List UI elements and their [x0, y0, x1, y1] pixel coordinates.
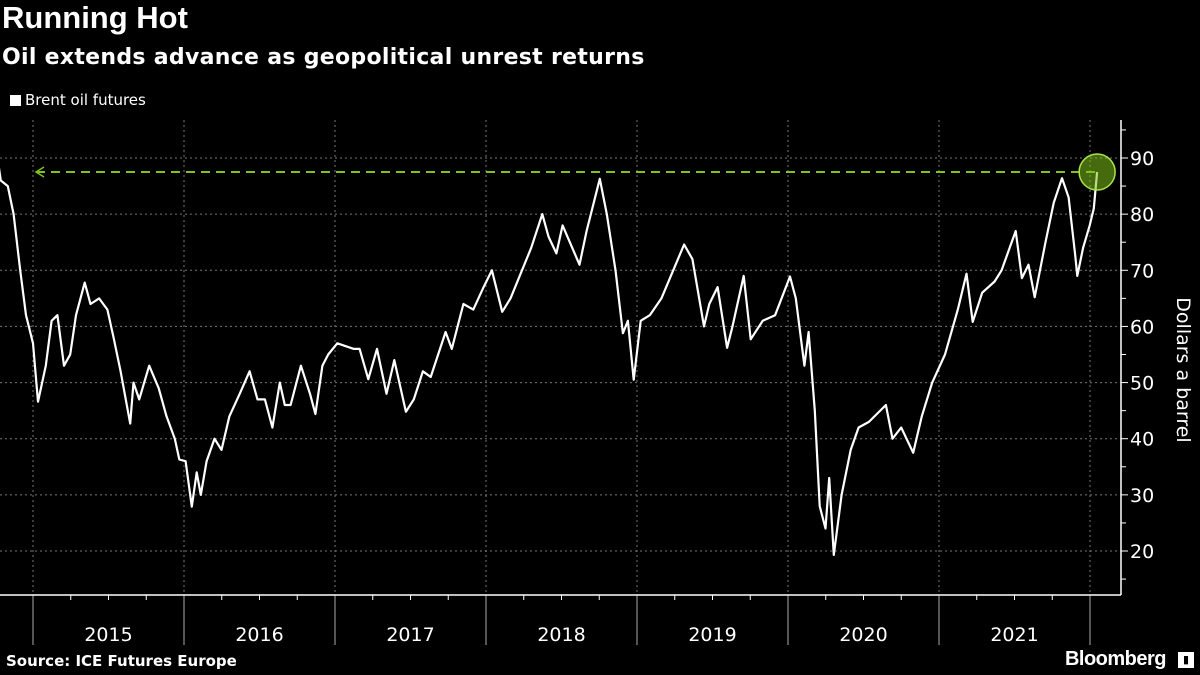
legend-label: Brent oil futures: [25, 91, 146, 109]
y-tick-label: 30: [1130, 485, 1154, 507]
arrow-left-icon: [34, 166, 45, 178]
x-tick-label: 2020: [839, 624, 887, 646]
chart-subtitle: Oil extends advance as geopolitical unre…: [2, 45, 645, 70]
brent-series-line: [0, 167, 1099, 557]
y-tick-label: 20: [1130, 541, 1154, 563]
bloomberg-chart-icon: ▮: [1178, 652, 1194, 668]
x-tick-label: 2019: [688, 624, 736, 646]
x-tick-label: 2021: [990, 624, 1038, 646]
y-tick-label: 40: [1130, 429, 1154, 451]
x-tick-label: 2016: [235, 624, 283, 646]
y-tick-label: 50: [1130, 373, 1154, 395]
x-tick-label: 2015: [84, 624, 132, 646]
chart-title: Running Hot: [2, 0, 188, 35]
legend-swatch: [10, 94, 21, 106]
y-axis-label: Dollars a barrel: [1172, 297, 1194, 442]
highlight-circle: [1078, 153, 1116, 191]
y-tick-label: 80: [1130, 204, 1154, 226]
y-tick-label: 60: [1130, 316, 1154, 338]
x-tick-label: 2018: [537, 624, 585, 646]
y-tick-label: 90: [1130, 148, 1154, 170]
x-tick-label: 2017: [386, 624, 434, 646]
y-tick-label: 70: [1130, 260, 1154, 282]
legend: Brent oil futures: [10, 91, 146, 109]
bloomberg-logo: Bloomberg: [1064, 648, 1167, 670]
source-note: Source: ICE Futures Europe: [6, 652, 237, 670]
